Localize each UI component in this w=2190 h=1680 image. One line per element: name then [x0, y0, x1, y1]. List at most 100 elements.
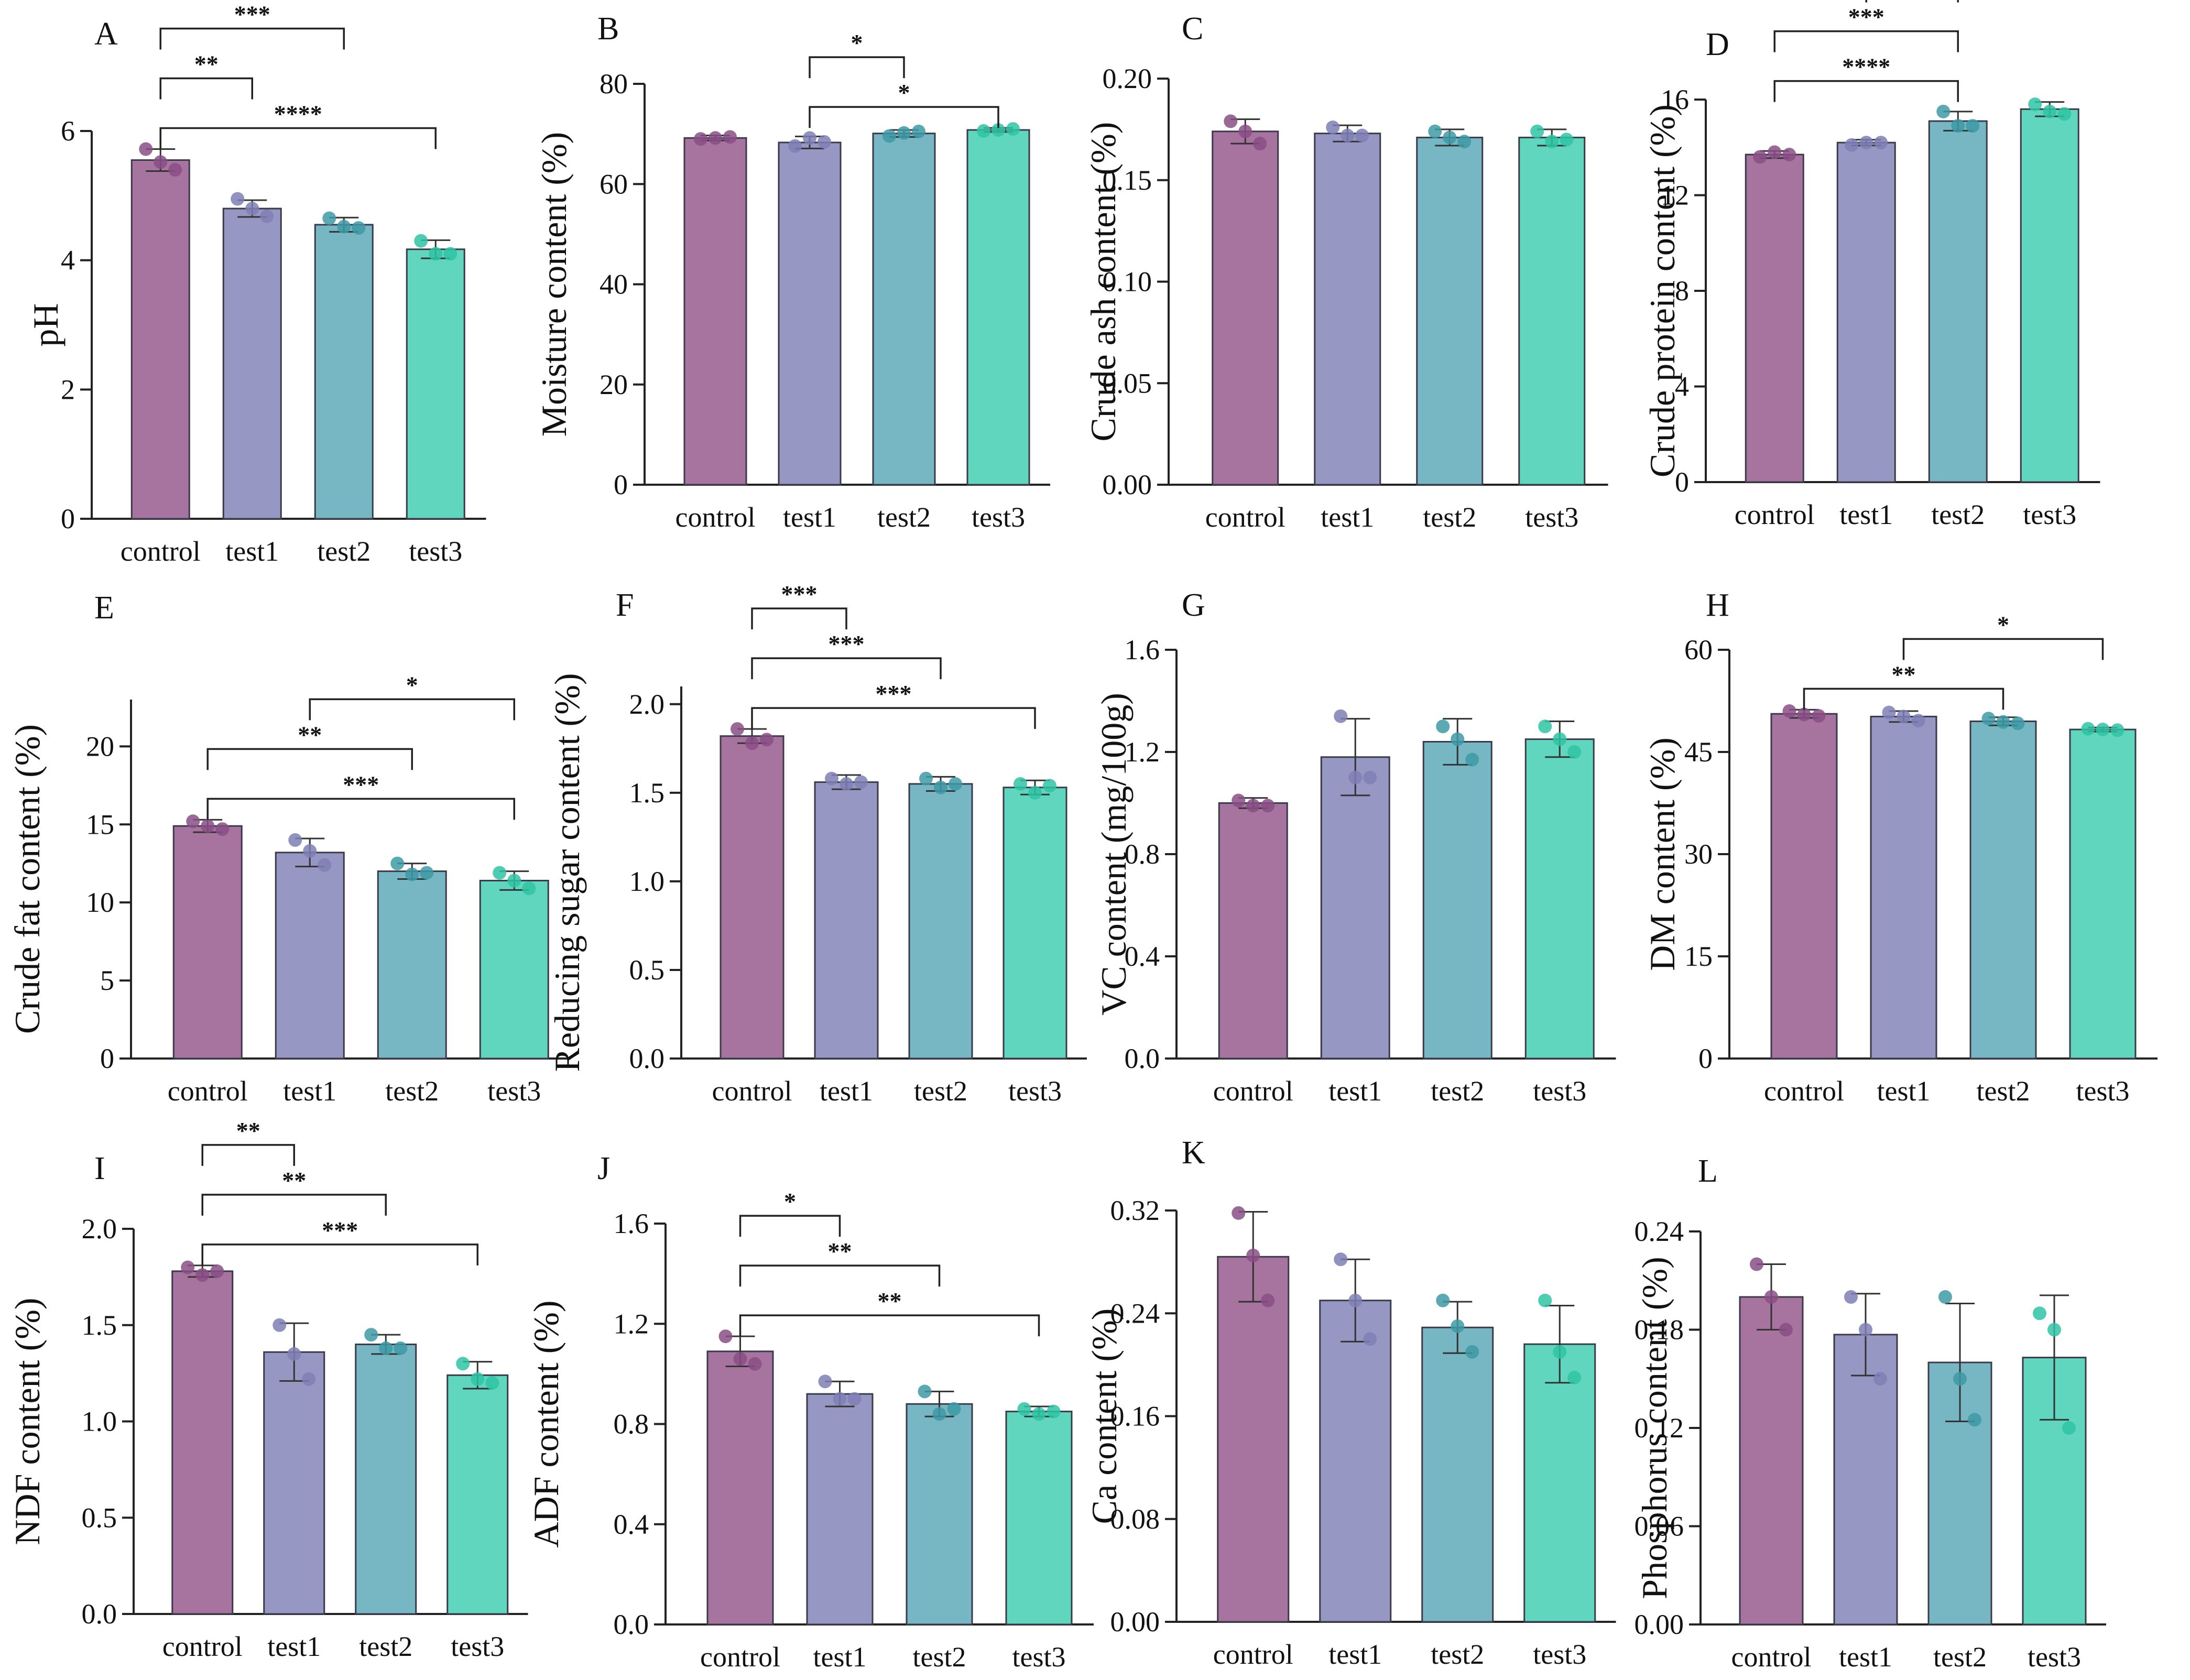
- data-point: [788, 139, 802, 153]
- bar-control: [1218, 802, 1288, 1060]
- y-tick-label: 0.32: [1110, 1195, 1160, 1226]
- data-point: [1436, 1293, 1450, 1307]
- y-tick-label: 0.12: [1635, 1412, 1684, 1444]
- bar-test1: [814, 781, 879, 1060]
- category-label-control: control: [162, 1631, 243, 1662]
- data-point: [2028, 97, 2042, 112]
- significance-bracket: [751, 607, 847, 630]
- data-point: [947, 1402, 961, 1416]
- y-axis-title: Crude fat content (%): [7, 724, 47, 1034]
- y-tick-label: 1.2: [614, 1308, 649, 1339]
- panel-letter: I: [94, 1151, 105, 1186]
- data-point: [1560, 133, 1574, 147]
- data-point: [181, 1260, 195, 1274]
- bar-test2: [1416, 136, 1484, 486]
- category-label-test2: test2: [913, 1641, 966, 1673]
- bar-control: [1212, 130, 1279, 486]
- data-point: [1882, 705, 1896, 719]
- significance-label: ****: [274, 101, 322, 127]
- panel-letter: J: [597, 1151, 610, 1186]
- data-point: [273, 1318, 287, 1332]
- significance-label: **: [1892, 661, 1916, 688]
- data-point: [1224, 114, 1238, 128]
- data-point: [2043, 104, 2057, 118]
- y-tick-label: 0.24: [1110, 1297, 1160, 1329]
- significance-bracket: [1902, 638, 2104, 660]
- bar-control: [1217, 1256, 1290, 1623]
- bar-control: [683, 137, 747, 486]
- y-tick-label: 1.0: [629, 866, 665, 897]
- significance-label: *: [1997, 611, 2009, 638]
- category-label-control: control: [1205, 501, 1285, 533]
- data-point: [1859, 1323, 1872, 1337]
- panel-letter: H: [1706, 587, 1729, 623]
- bar-control: [130, 159, 190, 520]
- y-tick-label: 0.0: [629, 1043, 665, 1074]
- data-point: [210, 1264, 224, 1278]
- data-point: [1553, 1345, 1567, 1359]
- data-point: [1047, 1404, 1061, 1419]
- data-point: [456, 1357, 470, 1371]
- category-label-test3: test3: [409, 536, 462, 567]
- data-point: [1326, 121, 1340, 134]
- category-label-test3: test3: [972, 501, 1025, 533]
- data-point: [507, 874, 521, 888]
- data-point: [260, 209, 274, 223]
- y-tick-label: 12: [1661, 180, 1689, 211]
- category-label-test2: test2: [1931, 499, 1985, 530]
- y-tick-label: 0: [1698, 1043, 1713, 1074]
- category-label-test1: test1: [820, 1075, 873, 1107]
- data-point: [1253, 137, 1267, 150]
- significance-label: **: [236, 1117, 260, 1144]
- y-tick-label: 60: [1684, 634, 1713, 666]
- panel-G: G 0.0 0.4 0.8 1.2 1.6 VC content (mg/100g) cont…: [1094, 587, 1616, 1107]
- data-point: [1764, 1290, 1778, 1304]
- data-point: [1797, 707, 1811, 722]
- y-tick-label: 0.20: [1103, 63, 1152, 94]
- bar-test2: [1421, 1326, 1494, 1623]
- y-tick-label: 0.05: [1103, 367, 1152, 399]
- category-label-control: control: [1213, 1639, 1293, 1670]
- significance-label: ***: [781, 581, 818, 607]
- bar-test1: [1314, 133, 1381, 486]
- data-point: [882, 129, 896, 143]
- data-point: [992, 123, 1005, 137]
- bar-test1: [806, 1393, 874, 1626]
- data-point: [231, 192, 245, 206]
- data-point: [201, 819, 215, 833]
- significance-label: ***: [829, 630, 865, 657]
- bar-test1: [1320, 756, 1390, 1060]
- significance-bracket: [201, 1144, 295, 1166]
- data-point: [1043, 779, 1056, 793]
- y-axis-title: pH: [26, 303, 66, 346]
- significance-bracket: [159, 27, 345, 50]
- data-point: [168, 163, 182, 177]
- y-tick-label: 0: [61, 503, 75, 534]
- category-label-test2: test2: [1431, 1075, 1484, 1107]
- panel-letter: B: [597, 11, 619, 47]
- y-tick-label: 0.5: [629, 954, 665, 986]
- significance-label: *: [406, 671, 418, 698]
- y-tick-label: 15: [1684, 941, 1713, 972]
- y-tick-label: 20: [86, 730, 114, 762]
- data-point: [195, 1268, 210, 1282]
- bar-test3: [1524, 738, 1595, 1060]
- data-point: [215, 822, 230, 836]
- significance-bracket: [201, 1243, 478, 1266]
- y-tick-label: 1.5: [629, 777, 665, 809]
- bar-test3: [406, 248, 465, 520]
- significance-bracket: [809, 106, 999, 128]
- data-point: [1844, 1290, 1858, 1304]
- category-label-control: control: [700, 1641, 780, 1673]
- panel-E: E 0 5 10 15 20 Crude fat content (%) control tes…: [7, 590, 571, 1107]
- category-label-test1: test1: [1328, 1075, 1382, 1107]
- data-point: [2057, 107, 2072, 121]
- category-label-test2: test2: [1933, 1641, 1987, 1673]
- data-point: [1782, 704, 1796, 718]
- bar-test3: [2020, 108, 2079, 483]
- y-tick-label: 4: [1675, 371, 1689, 402]
- bar-test2: [314, 224, 374, 520]
- panel-letter: A: [94, 16, 118, 52]
- category-label-test2: test2: [359, 1631, 412, 1662]
